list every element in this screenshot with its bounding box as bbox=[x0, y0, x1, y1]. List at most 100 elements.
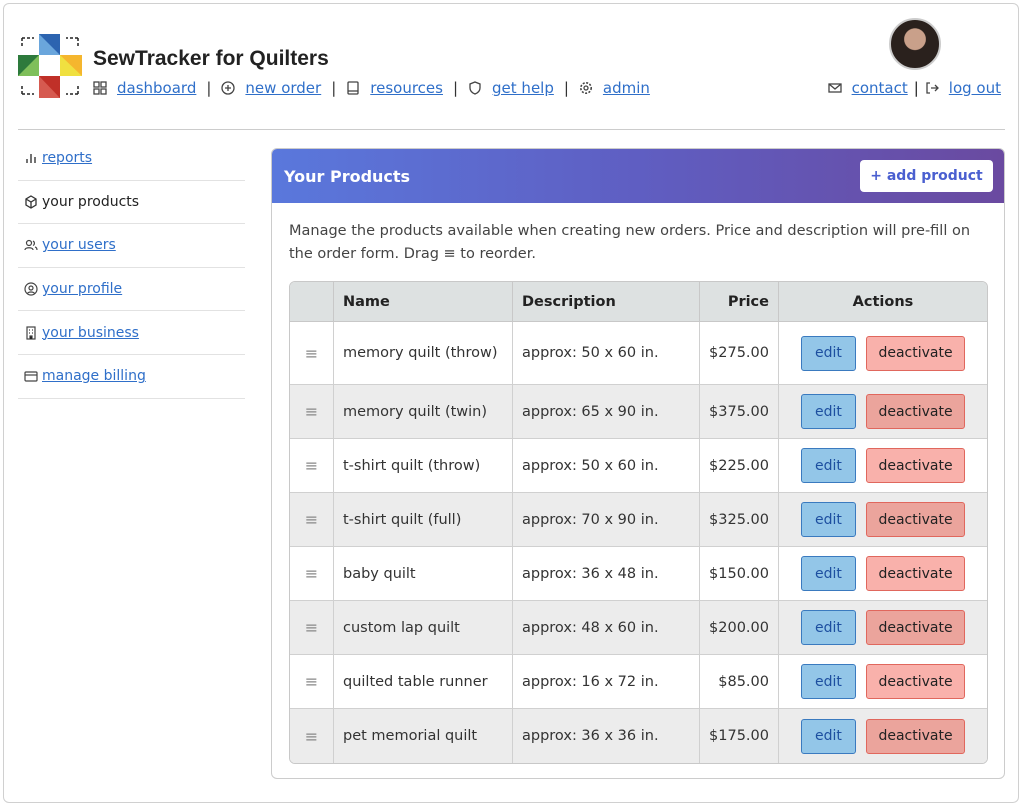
product-price: $85.00 bbox=[700, 655, 779, 709]
edit-button[interactable]: edit bbox=[801, 610, 856, 645]
actions-cell: edit deactivate bbox=[779, 655, 987, 709]
actions-cell: edit deactivate bbox=[779, 547, 987, 601]
product-name: t-shirt quilt (throw) bbox=[334, 439, 513, 493]
nav-resources[interactable]: resources bbox=[370, 79, 443, 97]
product-price: $275.00 bbox=[700, 322, 779, 385]
product-name: custom lap quilt bbox=[334, 601, 513, 655]
logout-link[interactable]: log out bbox=[948, 79, 1001, 97]
edit-button[interactable]: edit bbox=[801, 556, 856, 591]
users-icon bbox=[24, 240, 38, 251]
actions-cell: edit deactivate bbox=[779, 439, 987, 493]
sidebar-item-your-users[interactable]: your users bbox=[18, 224, 245, 268]
nav-dashboard[interactable]: dashboard bbox=[117, 79, 197, 97]
drag-handle-icon[interactable]: ≡ bbox=[290, 547, 334, 601]
product-name: pet memorial quilt bbox=[334, 709, 513, 763]
sidebar-item-label: your users bbox=[42, 237, 116, 254]
box-icon bbox=[25, 195, 37, 209]
col-description: Description bbox=[513, 282, 700, 322]
drag-handle-icon[interactable]: ≡ bbox=[290, 601, 334, 655]
edit-button[interactable]: edit bbox=[801, 718, 856, 754]
nav-get-help[interactable]: get help bbox=[492, 79, 554, 97]
table-row: ≡ memory quilt (twin) approx: 65 x 90 in… bbox=[290, 385, 987, 439]
sidebar-item-your-business[interactable]: your business bbox=[18, 311, 245, 355]
drag-handle-icon[interactable]: ≡ bbox=[290, 493, 334, 547]
product-name: memory quilt (throw) bbox=[334, 322, 513, 385]
edit-button[interactable]: edit bbox=[801, 448, 856, 483]
table-row: ≡ t-shirt quilt (full) approx: 70 x 90 i… bbox=[290, 493, 987, 547]
product-description: approx: 48 x 60 in. bbox=[513, 601, 700, 655]
deactivate-button[interactable]: deactivate bbox=[866, 610, 965, 645]
card-header: Your Products + add product bbox=[272, 149, 1004, 203]
grid-icon bbox=[93, 81, 107, 95]
actions-cell: edit deactivate bbox=[779, 493, 987, 547]
sidebar-item-label: manage billing bbox=[42, 368, 146, 385]
edit-button[interactable]: edit bbox=[801, 502, 856, 537]
credit-card-icon bbox=[24, 371, 38, 382]
edit-button[interactable]: edit bbox=[801, 335, 856, 371]
product-description: approx: 50 x 60 in. bbox=[513, 322, 700, 385]
products-card: Your Products + add product Manage the p… bbox=[271, 148, 1005, 779]
mail-icon bbox=[827, 83, 842, 93]
table-row: ≡ quilted table runner approx: 16 x 72 i… bbox=[290, 655, 987, 709]
product-description: approx: 70 x 90 in. bbox=[513, 493, 700, 547]
product-price: $200.00 bbox=[700, 601, 779, 655]
logout-icon bbox=[926, 82, 939, 94]
plus-circle-icon bbox=[221, 81, 236, 95]
drag-handle-icon[interactable]: ≡ bbox=[290, 655, 334, 709]
sidebar-item-label: your profile bbox=[42, 281, 123, 298]
sidebar-item-label: your business bbox=[42, 324, 139, 341]
building-icon bbox=[26, 326, 36, 340]
sidebar-item-your-profile[interactable]: your profile bbox=[18, 268, 245, 312]
bar-chart-icon bbox=[26, 154, 36, 164]
sidebar-item-label: your products bbox=[42, 193, 140, 210]
edit-button[interactable]: edit bbox=[801, 394, 856, 429]
table-row: ≡ t-shirt quilt (throw) approx: 50 x 60 … bbox=[290, 439, 987, 493]
actions-cell: edit deactivate bbox=[779, 709, 987, 763]
deactivate-button[interactable]: deactivate bbox=[866, 448, 965, 483]
actions-cell: edit deactivate bbox=[779, 385, 987, 439]
separator: | bbox=[913, 79, 919, 97]
gear-icon bbox=[579, 82, 592, 94]
drag-handle-icon[interactable]: ≡ bbox=[290, 385, 334, 439]
sidebar: reports your products your users your pr… bbox=[18, 137, 245, 399]
sidebar-item-reports[interactable]: reports bbox=[18, 137, 245, 181]
product-description: approx: 36 x 48 in. bbox=[513, 547, 700, 601]
separator: | bbox=[206, 79, 212, 97]
product-name: quilted table runner bbox=[334, 655, 513, 709]
book-icon bbox=[347, 81, 359, 95]
card-description: Manage the products available when creat… bbox=[289, 223, 971, 262]
product-description: approx: 50 x 60 in. bbox=[513, 439, 700, 493]
product-price: $375.00 bbox=[700, 385, 779, 439]
user-circle-icon bbox=[24, 282, 38, 296]
product-name: t-shirt quilt (full) bbox=[334, 493, 513, 547]
nav-admin[interactable]: admin bbox=[602, 79, 650, 97]
product-price: $225.00 bbox=[700, 439, 779, 493]
deactivate-button[interactable]: deactivate bbox=[866, 556, 965, 591]
drag-handle-icon[interactable]: ≡ bbox=[290, 439, 334, 493]
sidebar-item-manage-billing[interactable]: manage billing bbox=[18, 355, 245, 399]
drag-handle-icon[interactable]: ≡ bbox=[290, 709, 334, 763]
deactivate-button[interactable]: deactivate bbox=[866, 394, 965, 429]
app-title: SewTracker for Quilters bbox=[93, 47, 329, 70]
sidebar-item-label: reports bbox=[42, 150, 93, 167]
main-nav: dashboard | new order | resources | get hel… bbox=[93, 79, 650, 97]
deactivate-button[interactable]: deactivate bbox=[866, 502, 965, 537]
product-price: $325.00 bbox=[700, 493, 779, 547]
product-description: approx: 65 x 90 in. bbox=[513, 385, 700, 439]
product-description: approx: 16 x 72 in. bbox=[513, 655, 700, 709]
contact-link[interactable]: contact bbox=[851, 79, 908, 97]
drag-handle-icon[interactable]: ≡ bbox=[290, 322, 334, 385]
edit-button[interactable]: edit bbox=[801, 664, 856, 699]
separator: | bbox=[563, 79, 569, 97]
product-name: baby quilt bbox=[334, 547, 513, 601]
user-avatar[interactable] bbox=[889, 18, 941, 70]
sidebar-item-your-products[interactable]: your products bbox=[18, 181, 245, 225]
deactivate-button[interactable]: deactivate bbox=[866, 335, 965, 371]
deactivate-button[interactable]: deactivate bbox=[866, 718, 965, 754]
table-row: ≡ baby quilt approx: 36 x 48 in. $150.00… bbox=[290, 547, 987, 601]
shield-icon bbox=[469, 81, 481, 95]
add-product-button[interactable]: + add product bbox=[860, 160, 993, 192]
table-row: ≡ memory quilt (throw) approx: 50 x 60 i… bbox=[290, 322, 987, 385]
nav-new-order[interactable]: new order bbox=[245, 79, 322, 97]
deactivate-button[interactable]: deactivate bbox=[866, 664, 965, 699]
